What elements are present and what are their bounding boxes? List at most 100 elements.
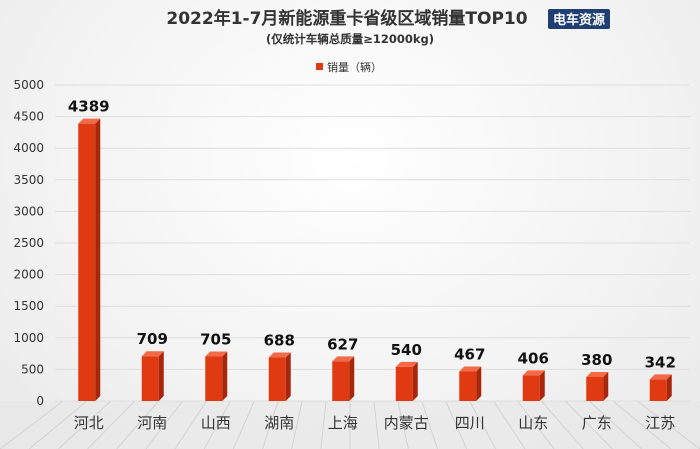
- bar: [268, 352, 291, 401]
- bar-top: [332, 356, 355, 362]
- data-label: 627: [327, 335, 358, 353]
- bar: [649, 374, 672, 401]
- floor-line: [320, 400, 327, 449]
- bar-top: [141, 351, 164, 357]
- brand-logo-background: [548, 9, 610, 29]
- bar-top: [78, 118, 101, 124]
- legend-label: 销量（辆）: [327, 60, 382, 74]
- y-tick-label: 2500: [13, 236, 44, 250]
- bars: [78, 118, 672, 401]
- x-axis: 河北 河南 山西 湖南 上海 内蒙古 四川 山东 广东 江苏: [74, 414, 676, 432]
- floor-line: [145, 400, 183, 449]
- chart-subtitle: (仅统计车辆总质量≥12000kg): [266, 32, 434, 46]
- y-tick-label: 1500: [13, 299, 44, 313]
- y-tick-label: 3000: [13, 204, 44, 218]
- bar: [395, 361, 418, 401]
- y-tick-label: 5000: [13, 78, 44, 92]
- x-tick-label: 四川: [455, 414, 485, 432]
- bar-top: [459, 366, 482, 372]
- bar-side: [666, 374, 672, 401]
- y-tick-label: 500: [21, 362, 44, 376]
- bar-front: [78, 123, 96, 401]
- data-label: 380: [581, 351, 612, 369]
- y-tick-label: 0: [36, 394, 44, 408]
- bar-side: [158, 351, 164, 401]
- x-tick-label: 湖南: [264, 414, 294, 432]
- x-tick-label: 河北: [74, 414, 104, 432]
- x-tick-label: 内蒙古: [384, 414, 429, 432]
- floor-line: [373, 400, 380, 449]
- data-labels: 4389 709 705 688 627 540 467 406 380 342: [68, 98, 676, 372]
- brand-logo-text: 电车资源: [553, 12, 605, 28]
- bar-top: [522, 370, 545, 376]
- y-tick-label: 3500: [13, 173, 44, 187]
- data-label: 688: [264, 332, 295, 350]
- data-label: 4389: [68, 98, 110, 116]
- y-tick-label: 1000: [13, 331, 44, 345]
- data-label: 342: [645, 353, 676, 371]
- plot-floor: [0, 400, 700, 449]
- bar-top: [649, 374, 672, 380]
- floor-line: [0, 400, 64, 449]
- bar-front: [332, 361, 350, 401]
- data-label: 406: [518, 349, 549, 367]
- floor-line: [174, 400, 207, 449]
- bar-front: [205, 356, 223, 401]
- floor-line: [87, 400, 136, 449]
- bar-side: [222, 351, 228, 401]
- bar-top: [205, 351, 228, 357]
- bar-side: [95, 118, 101, 401]
- bar-top: [268, 352, 291, 358]
- brand-logo: 电车资源: [548, 9, 610, 29]
- floor-line: [116, 400, 160, 449]
- bar-side: [285, 352, 291, 401]
- floor-line: [203, 400, 231, 449]
- bar-side: [539, 370, 545, 401]
- data-label: 467: [454, 345, 485, 363]
- bar-top: [586, 371, 609, 377]
- floor-line: [588, 400, 643, 449]
- bar-front: [522, 375, 540, 401]
- floor-line: [291, 400, 303, 449]
- floor-line: [445, 400, 468, 449]
- bar-side: [349, 356, 355, 401]
- bar: [522, 370, 545, 401]
- bar: [459, 366, 482, 401]
- x-tick-label: 江苏: [645, 414, 675, 432]
- bar: [332, 356, 355, 401]
- x-tick-label: 上海: [328, 414, 358, 432]
- bar: [141, 351, 164, 401]
- data-label: 540: [391, 341, 422, 359]
- chart-title: 2022年1-7月新能源重卡省级区域销量TOP10: [166, 8, 527, 29]
- x-tick-label: 河南: [137, 414, 167, 432]
- floor-line: [612, 400, 672, 449]
- floor-line: [232, 400, 255, 449]
- data-label: 705: [200, 330, 231, 348]
- floor-line: [493, 400, 526, 449]
- y-tick-label: 4500: [13, 110, 44, 124]
- bar-side: [603, 371, 609, 401]
- floor-line: [636, 400, 700, 449]
- floor-line: [540, 400, 584, 449]
- bar: [586, 371, 609, 401]
- y-tick-label: 2000: [13, 268, 44, 282]
- floor-line: [28, 400, 88, 449]
- floor-line: [57, 400, 112, 449]
- floor-line: [262, 400, 279, 449]
- legend-swatch: [316, 63, 323, 70]
- gridlines: [55, 84, 690, 402]
- bar-front: [268, 357, 286, 401]
- bar-front: [395, 366, 413, 401]
- bar-side: [412, 361, 418, 401]
- bar-front: [586, 376, 604, 401]
- x-tick-label: 广东: [582, 414, 612, 432]
- x-tick-label: 山西: [201, 414, 231, 432]
- floor-line: [564, 400, 613, 449]
- bar: [205, 351, 228, 401]
- legend: 销量（辆）: [316, 60, 382, 74]
- x-tick-label: 山东: [518, 414, 548, 432]
- bar: [78, 118, 101, 401]
- floor-line: [517, 400, 555, 449]
- data-label: 709: [137, 330, 168, 348]
